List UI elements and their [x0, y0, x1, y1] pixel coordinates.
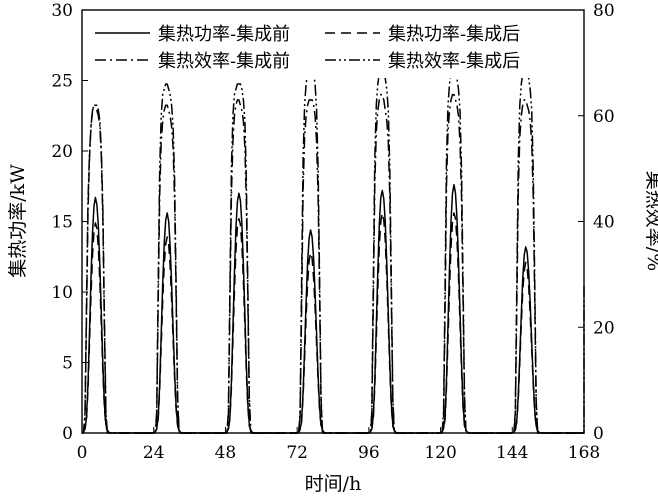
legend-label-efficiency-after: 集热效率-集成后	[388, 51, 520, 72]
x-tick-label: 120	[424, 443, 456, 463]
y-left-tick-label: 5	[62, 354, 73, 374]
y-left-tick-label: 20	[51, 142, 73, 162]
x-tick-label: 168	[568, 443, 600, 463]
series-line-4	[82, 62, 585, 434]
x-tick-label: 0	[77, 443, 88, 463]
series-line-2	[81, 212, 584, 434]
y-right-tick-label: 0	[593, 424, 604, 444]
y-axis-label-right: 集热效率/%	[643, 171, 658, 271]
y-left-tick-label: 0	[62, 424, 73, 444]
legend: 集热功率-集成前 集热功率-集成后 集热效率-集成前 集热效率-集成后	[90, 16, 574, 78]
legend-label-power-before: 集热功率-集成前	[158, 24, 290, 45]
y-left-tick-label: 30	[51, 1, 73, 21]
series-layer	[81, 62, 585, 434]
y-right-tick-label: 60	[593, 107, 615, 127]
x-tick-label: 144	[496, 443, 528, 463]
y-left-tick-label: 10	[51, 283, 73, 303]
y-axis-label-left: 集热功率/kW	[7, 164, 29, 278]
x-tick-label: 24	[143, 443, 165, 463]
y-left-tick-label: 25	[51, 72, 73, 92]
y-right-tick-label: 40	[593, 213, 615, 233]
x-tick-label: 72	[286, 443, 308, 463]
x-tick-label: 48	[215, 443, 237, 463]
y-right-tick-label: 80	[593, 1, 615, 21]
x-axis-label: 时间/h	[305, 473, 362, 495]
y-right-tick-label: 20	[593, 318, 615, 338]
legend-background	[90, 16, 574, 78]
x-tick-label: 96	[358, 443, 380, 463]
y-left-tick-label: 15	[51, 213, 73, 233]
legend-label-power-after: 集热功率-集成后	[388, 24, 520, 45]
legend-label-efficiency-before: 集热效率-集成前	[158, 51, 290, 72]
